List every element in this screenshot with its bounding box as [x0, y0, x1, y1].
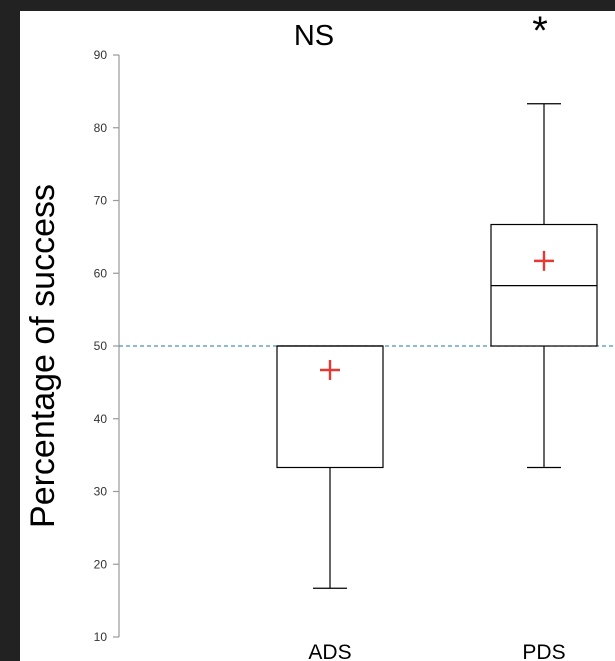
box-ads	[276, 345, 384, 589]
box-pds	[490, 103, 598, 469]
y-tick-label-30: 30	[94, 485, 108, 499]
mean-marker-pds	[534, 250, 554, 271]
category-label-ads: ADS	[308, 641, 351, 661]
y-tick-label-70: 70	[94, 194, 108, 208]
y-tick-label-50: 50	[94, 339, 108, 353]
labels-layer: Percentage of success ADS NS PDS *	[24, 9, 566, 661]
y-axis: 10 20 30 40 50 60 70 80 90	[94, 48, 120, 644]
boxes-layer	[276, 103, 598, 589]
y-tick-label-20: 20	[94, 557, 108, 571]
y-tick-label-80: 80	[94, 121, 108, 135]
category-label-pds: PDS	[522, 641, 565, 661]
mean-marker-ads	[320, 360, 340, 381]
y-tick-label-90: 90	[94, 48, 108, 62]
y-tick-label-60: 60	[94, 266, 108, 280]
significance-label-pds: *	[532, 9, 548, 53]
y-axis-label: Percentage of success	[24, 184, 62, 528]
significance-label-ads: NS	[294, 20, 334, 52]
y-tick-label-10: 10	[94, 630, 108, 644]
y-tick-label-40: 40	[94, 412, 108, 426]
